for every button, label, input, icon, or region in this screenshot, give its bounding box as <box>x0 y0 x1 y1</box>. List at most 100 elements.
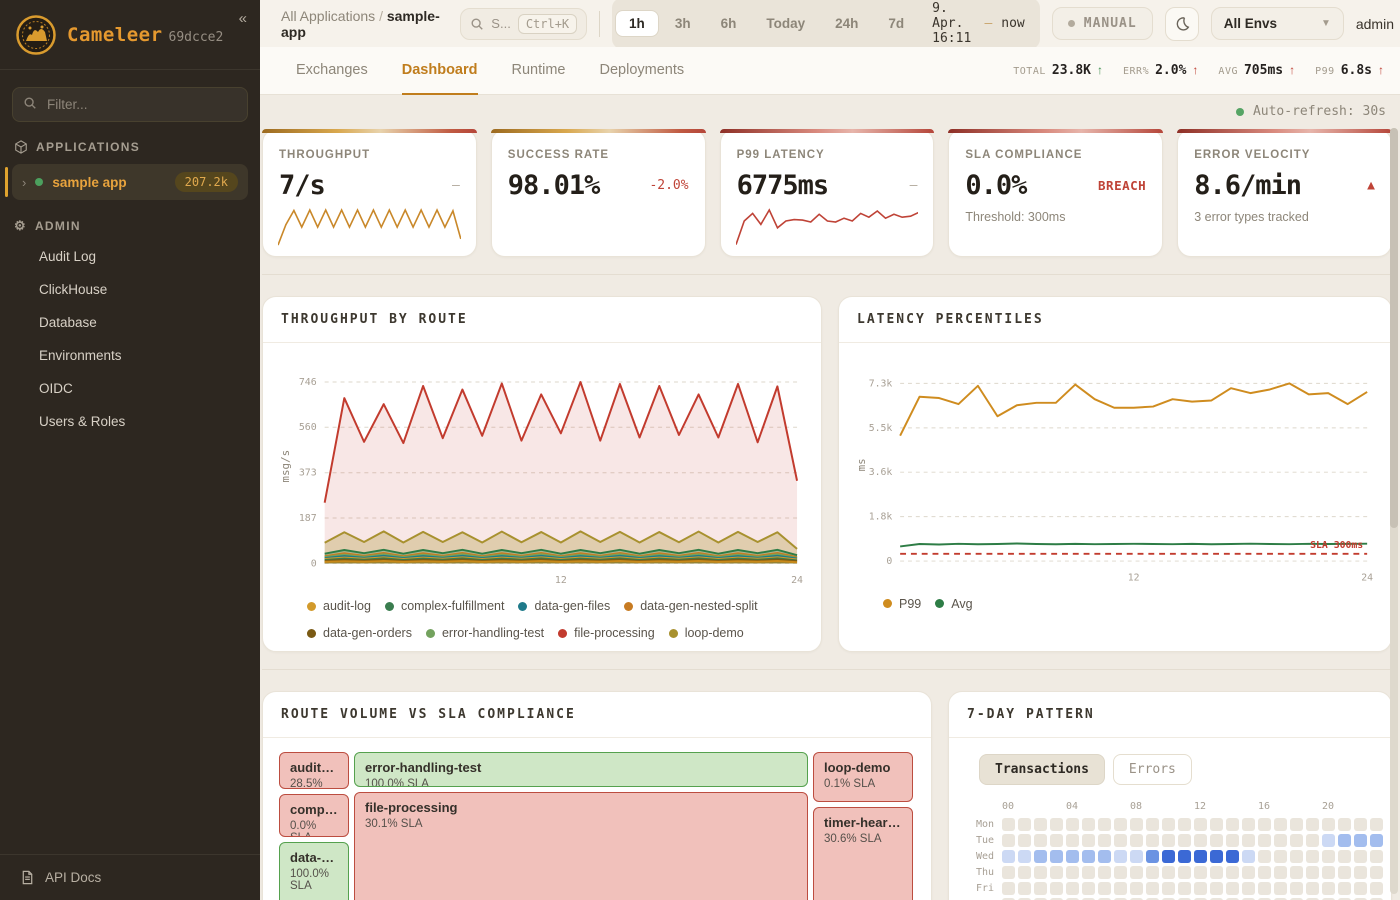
heatmap-cell[interactable] <box>1290 882 1303 895</box>
heatmap-cell[interactable] <box>1194 866 1207 879</box>
heatmap-cell[interactable] <box>1322 818 1335 831</box>
heatmap-cell[interactable] <box>1002 834 1015 847</box>
heatmap-cell[interactable] <box>1322 898 1335 900</box>
heatmap-cell[interactable] <box>1370 866 1383 879</box>
heatmap-cell[interactable] <box>1354 866 1367 879</box>
legend-item-file-processing[interactable]: file-processing <box>558 626 655 640</box>
heatmap-cell[interactable] <box>1018 850 1031 863</box>
heatmap-cell[interactable] <box>1162 866 1175 879</box>
legend-item-data-gen-nested-split[interactable]: data-gen-nested-split <box>624 599 758 613</box>
heatmap-cell[interactable] <box>1322 834 1335 847</box>
tab-dashboard[interactable]: Dashboard <box>401 47 478 95</box>
chevron-right-icon[interactable]: › <box>22 174 27 190</box>
heatmap-cell[interactable] <box>1306 834 1319 847</box>
throughput-by-route-chart[interactable]: 746 560 373 187 0 12 24 msg/s <box>279 357 805 589</box>
sidebar-item-sample-app[interactable]: › sample app 207.2k <box>5 164 248 200</box>
heatmap-cell[interactable] <box>1066 882 1079 895</box>
heatmap-cell[interactable] <box>1066 850 1079 863</box>
pattern-toggle-errors[interactable]: Errors <box>1112 754 1192 785</box>
heatmap-cell[interactable] <box>1194 818 1207 831</box>
heatmap-cell[interactable] <box>1178 882 1191 895</box>
heatmap-cell[interactable] <box>1290 818 1303 831</box>
heatmap-cell[interactable] <box>1258 866 1271 879</box>
heatmap-cell[interactable] <box>1050 818 1063 831</box>
heatmap-cell[interactable] <box>1130 866 1143 879</box>
heatmap-cell[interactable] <box>1306 866 1319 879</box>
heatmap-cell[interactable] <box>1130 834 1143 847</box>
heatmap-cell[interactable] <box>1354 898 1367 900</box>
heatmap-cell[interactable] <box>1034 882 1047 895</box>
heatmap-cell[interactable] <box>1146 850 1159 863</box>
heatmap-cell[interactable] <box>1178 834 1191 847</box>
heatmap-cell[interactable] <box>1354 834 1367 847</box>
heatmap-cell[interactable] <box>1226 818 1239 831</box>
time-range-today[interactable]: Today <box>766 16 806 31</box>
heatmap-cell[interactable] <box>1290 898 1303 900</box>
filter-input[interactable] <box>12 87 248 122</box>
heatmap-cell[interactable] <box>1194 898 1207 900</box>
heatmap-cell[interactable] <box>1178 818 1191 831</box>
heatmap-cell[interactable] <box>1162 818 1175 831</box>
user-label[interactable]: admin <box>1355 15 1394 32</box>
heatmap-cell[interactable] <box>1082 850 1095 863</box>
time-range-7d[interactable]: 7d <box>888 16 905 31</box>
heatmap-cell[interactable] <box>1050 882 1063 895</box>
heatmap-cell[interactable] <box>1098 866 1111 879</box>
heatmap-cell[interactable] <box>1178 866 1191 879</box>
treemap-tile-audit-log[interactable]: audit-log28.5% SLA <box>279 752 349 789</box>
treemap-tile-timer-heartbeat[interactable]: timer-heartbeat30.6% SLA <box>813 807 913 900</box>
heatmap-cell[interactable] <box>1274 898 1287 900</box>
heatmap-cell[interactable] <box>1338 882 1351 895</box>
heatmap-cell[interactable] <box>1354 850 1367 863</box>
heatmap-cell[interactable] <box>1290 834 1303 847</box>
heatmap-cell[interactable] <box>1226 866 1239 879</box>
heatmap-cell[interactable] <box>1322 866 1335 879</box>
heatmap-cell[interactable] <box>1098 834 1111 847</box>
heatmap-cell[interactable] <box>1322 882 1335 895</box>
tab-deployments[interactable]: Deployments <box>599 61 685 78</box>
heatmap-cell[interactable] <box>1050 866 1063 879</box>
api-docs-link[interactable]: API Docs <box>0 854 260 900</box>
heatmap-cell[interactable] <box>1114 818 1127 831</box>
heatmap-cell[interactable] <box>1306 882 1319 895</box>
legend-item-complex-fulfillment[interactable]: complex-fulfillment <box>384 599 504 613</box>
heatmap-cell[interactable] <box>1242 882 1255 895</box>
heatmap-cell[interactable] <box>1082 866 1095 879</box>
heatmap-cell[interactable] <box>1258 850 1271 863</box>
legend-item-data-gen-orders[interactable]: data-gen-orders <box>307 626 412 640</box>
heatmap-cell[interactable] <box>1194 834 1207 847</box>
time-display[interactable]: 9. Apr. 16:11 – now <box>932 1 1025 46</box>
heatmap-cell[interactable] <box>1146 834 1159 847</box>
heatmap-cell[interactable] <box>1050 850 1063 863</box>
global-search[interactable]: S... Ctrl+K <box>460 7 588 40</box>
heatmap-cell[interactable] <box>1210 834 1223 847</box>
heatmap-cell[interactable] <box>1338 818 1351 831</box>
heatmap-cell[interactable] <box>1226 834 1239 847</box>
heatmap-cell[interactable] <box>1002 866 1015 879</box>
heatmap-cell[interactable] <box>1210 898 1223 900</box>
heatmap-cell[interactable] <box>1354 818 1367 831</box>
heatmap-cell[interactable] <box>1114 866 1127 879</box>
heatmap-cell[interactable] <box>1226 882 1239 895</box>
heatmap-cell[interactable] <box>1098 882 1111 895</box>
heatmap-cell[interactable] <box>1306 850 1319 863</box>
heatmap-cell[interactable] <box>1306 898 1319 900</box>
heatmap-cell[interactable] <box>1194 882 1207 895</box>
heatmap-cell[interactable] <box>1194 850 1207 863</box>
heatmap-cell[interactable] <box>1258 882 1271 895</box>
heatmap-cell[interactable] <box>1050 834 1063 847</box>
sidebar-item-audit-log[interactable]: Audit Log <box>39 249 97 264</box>
heatmap-cell[interactable] <box>1226 898 1239 900</box>
heatmap-cell[interactable] <box>1370 898 1383 900</box>
heatmap-cell[interactable] <box>1338 850 1351 863</box>
legend-item-avg[interactable]: Avg <box>935 597 973 611</box>
heatmap-cell[interactable] <box>1290 850 1303 863</box>
heatmap-cell[interactable] <box>1114 898 1127 900</box>
env-select[interactable]: All Envs ▼ <box>1210 7 1344 40</box>
heatmap-cell[interactable] <box>1242 850 1255 863</box>
heatmap-cell[interactable] <box>1098 898 1111 900</box>
heatmap-cell[interactable] <box>1002 850 1015 863</box>
sidebar-item-clickhouse[interactable]: ClickHouse <box>39 282 108 297</box>
heatmap-cell[interactable] <box>1274 834 1287 847</box>
heatmap-cell[interactable] <box>1162 834 1175 847</box>
